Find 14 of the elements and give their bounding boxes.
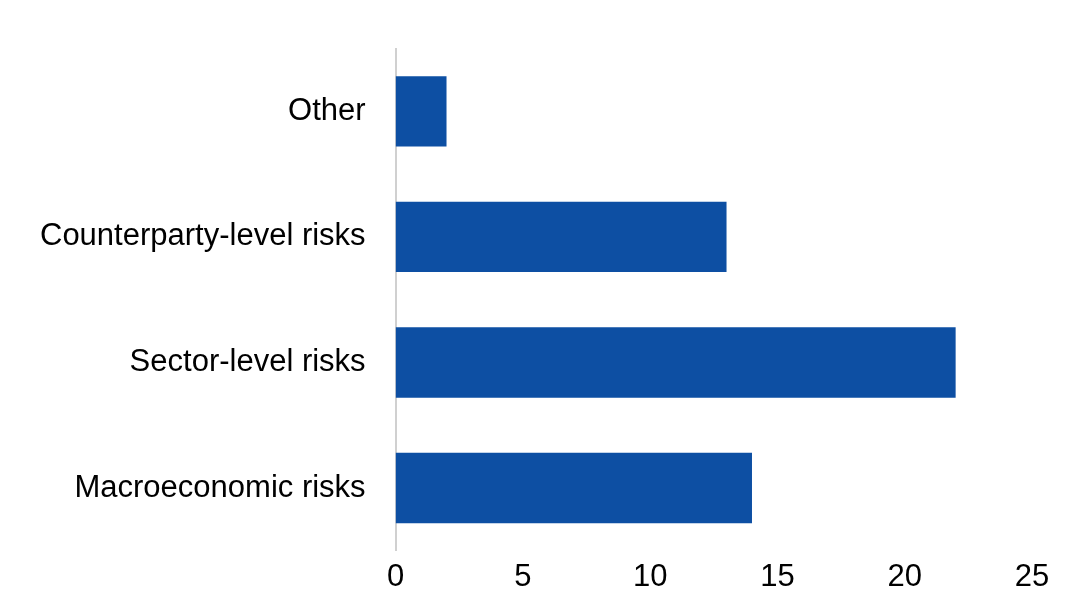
bar	[395, 452, 752, 524]
x-tick-label: 15	[760, 557, 795, 593]
x-tick-label: 10	[632, 557, 668, 593]
x-tick-label: 25	[1014, 557, 1050, 593]
x-tick-label: 0	[386, 557, 405, 593]
bar	[395, 201, 727, 273]
bar	[395, 327, 956, 398]
y-tick-label: Other	[288, 91, 366, 127]
x-tick-label: 5	[514, 557, 532, 593]
x-tick-label: 20	[887, 557, 922, 593]
y-tick-label: Counterparty-level risks	[40, 217, 366, 253]
y-tick-label: Macroeconomic risks	[74, 468, 366, 504]
y-tick-label: Sector-level risks	[129, 343, 366, 379]
bar	[395, 76, 447, 147]
